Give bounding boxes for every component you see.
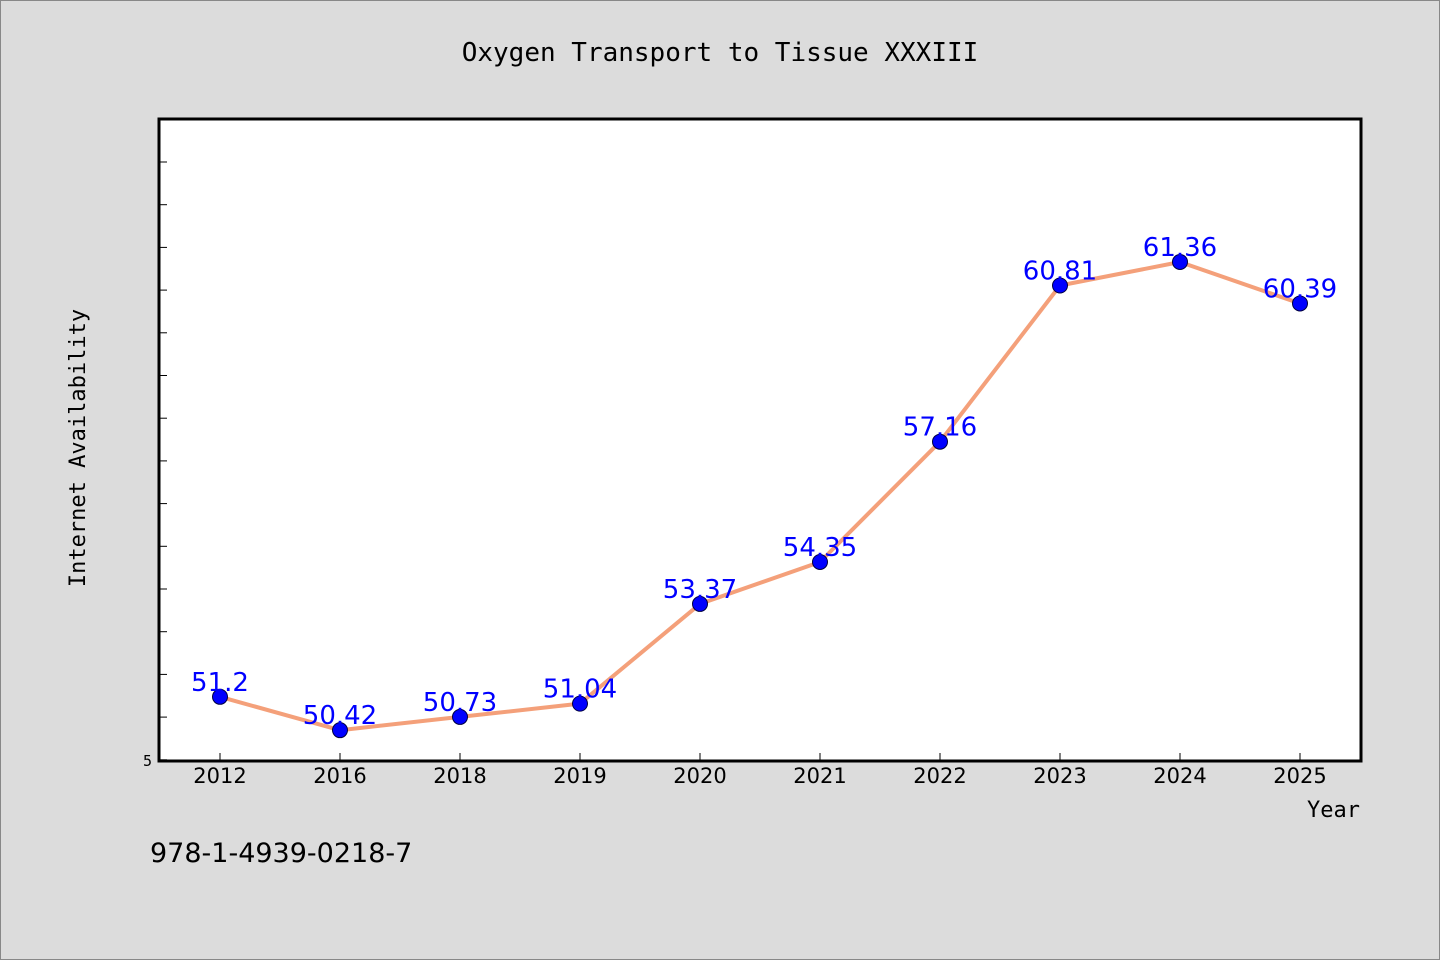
data-point bbox=[332, 722, 348, 739]
plot-area bbox=[157, 117, 1363, 763]
x-tick-label: 2022 bbox=[913, 764, 966, 788]
x-tick-label: 2024 bbox=[1153, 764, 1206, 788]
x-axis-tick-labels: 2012 2016 2018 2019 2020 2021 2022 2023 2024 2025 bbox=[193, 753, 1327, 788]
x-tick-label: 2016 bbox=[313, 764, 366, 788]
data-label: 50.73 bbox=[423, 688, 497, 718]
series-line bbox=[219, 260, 1301, 733]
data-label: 50.42 bbox=[303, 701, 377, 731]
y-axis-ticks bbox=[159, 161, 167, 761]
x-axis-label: Year bbox=[1307, 798, 1360, 823]
x-tick-label: 2020 bbox=[673, 764, 726, 788]
y-axis-tick-label: 5 bbox=[143, 752, 152, 770]
chart-title: Oxygen Transport to Tissue XXXIII bbox=[462, 38, 979, 68]
data-point bbox=[452, 708, 468, 725]
x-tick-label: 2021 bbox=[793, 764, 846, 788]
isbn-text: 978-1-4939-0218-7 bbox=[150, 838, 412, 869]
x-tick-label: 2019 bbox=[553, 764, 606, 788]
series-markers bbox=[212, 253, 1308, 739]
x-tick-label: 2018 bbox=[433, 764, 486, 788]
data-label: 51.04 bbox=[543, 675, 617, 705]
data-label: 60.39 bbox=[1263, 274, 1337, 304]
data-point bbox=[212, 688, 228, 705]
data-point bbox=[692, 595, 708, 612]
data-point bbox=[1052, 277, 1068, 294]
data-point bbox=[932, 433, 948, 450]
data-point bbox=[1172, 253, 1188, 270]
data-labels: 51.2 50.42 50.73 51.04 53.37 54.35 57.16 60.81 6… bbox=[191, 233, 1337, 731]
x-tick-label: 2012 bbox=[193, 764, 246, 788]
data-label: 61.36 bbox=[1143, 233, 1217, 263]
data-label: 53.37 bbox=[663, 575, 737, 605]
x-tick-label: 2025 bbox=[1273, 764, 1326, 788]
data-point bbox=[572, 695, 588, 712]
data-point bbox=[1292, 295, 1308, 312]
data-label: 51.2 bbox=[191, 668, 249, 698]
data-label: 54.35 bbox=[783, 533, 857, 563]
y-axis-label: Internet Availability bbox=[66, 309, 91, 587]
data-label: 57.16 bbox=[903, 413, 977, 443]
data-label: 60.81 bbox=[1023, 256, 1097, 286]
x-tick-label: 2023 bbox=[1033, 764, 1086, 788]
data-point bbox=[812, 553, 828, 570]
